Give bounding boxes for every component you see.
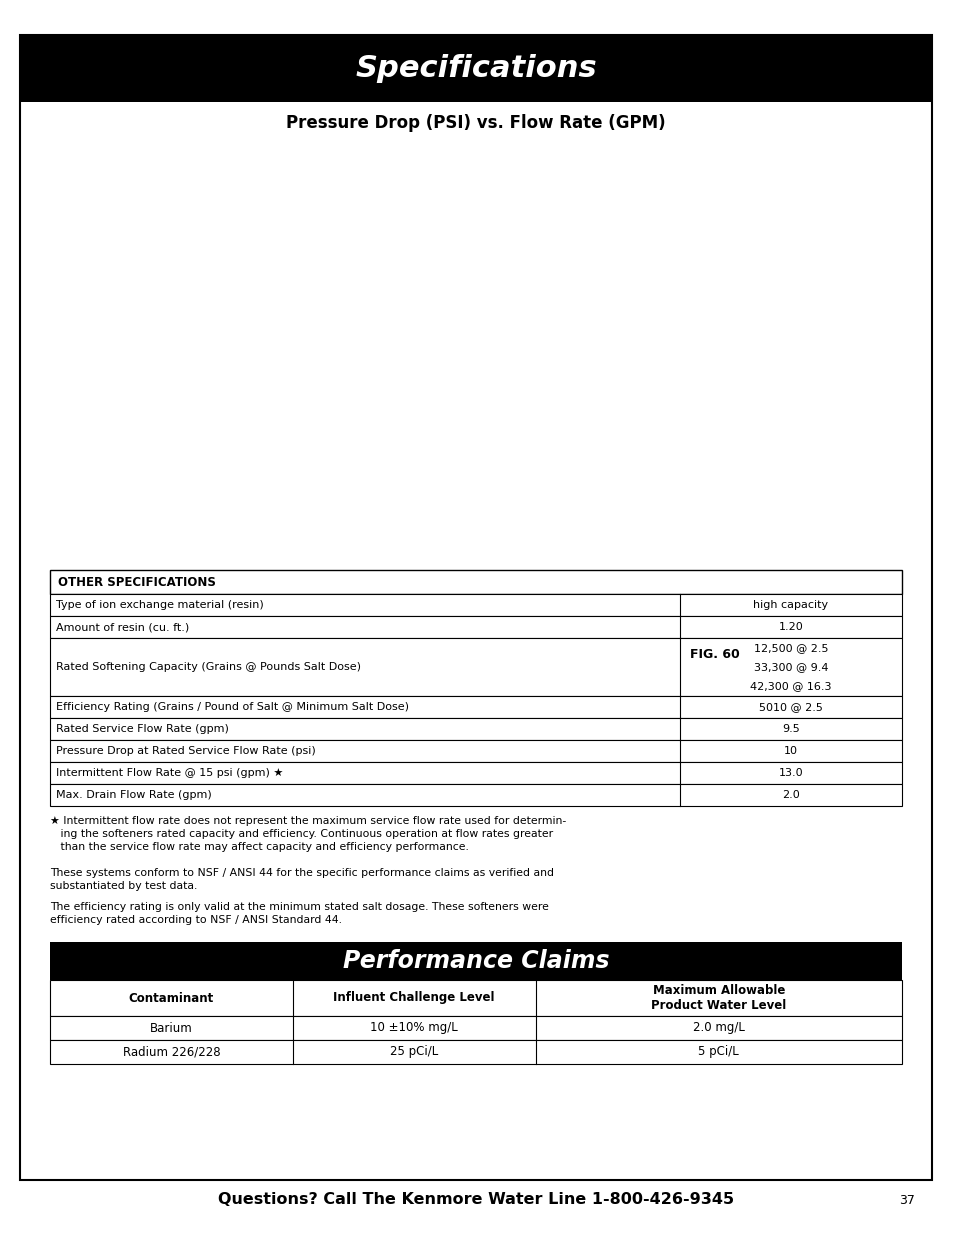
Text: Performance Claims: Performance Claims <box>342 948 609 973</box>
Text: Pressure Drop (PSI) vs. Flow Rate (GPM): Pressure Drop (PSI) vs. Flow Rate (GPM) <box>286 114 665 132</box>
Text: Amount of resin (cu. ft.): Amount of resin (cu. ft.) <box>56 622 189 632</box>
Bar <box>50 1040 901 1065</box>
Text: These systems conform to NSF / ANSI 44 for the specific performance claims as ve: These systems conform to NSF / ANSI 44 f… <box>50 868 554 892</box>
Text: Type of ion exchange material (resin): Type of ion exchange material (resin) <box>56 600 263 610</box>
Text: 10: 10 <box>783 746 797 756</box>
Text: 25 pCi/L: 25 pCi/L <box>390 1046 437 1058</box>
Bar <box>50 762 901 784</box>
Text: Contaminant: Contaminant <box>129 992 213 1004</box>
Bar <box>50 571 901 594</box>
Text: Questions? Call The Kenmore Water Line 1-800-426-9345: Questions? Call The Kenmore Water Line 1… <box>217 1193 733 1208</box>
Bar <box>50 638 901 697</box>
Text: Specifications: Specifications <box>355 54 597 83</box>
Text: Maximum Allowable
Product Water Level: Maximum Allowable Product Water Level <box>651 984 785 1011</box>
Bar <box>50 740 901 762</box>
Bar <box>50 942 901 981</box>
Text: 12,500 @ 2.5: 12,500 @ 2.5 <box>753 642 827 652</box>
X-axis label: Flow Rate (GPM): Flow Rate (GPM) <box>401 656 518 669</box>
Text: Intermittent Flow Rate @ 15 psi (gpm) ★: Intermittent Flow Rate @ 15 psi (gpm) ★ <box>56 768 283 778</box>
Text: The efficiency rating is only valid at the minimum stated salt dosage. These sof: The efficiency rating is only valid at t… <box>50 902 548 925</box>
Text: 420 Series
9.5gpm @ 10 psi: 420 Series 9.5gpm @ 10 psi <box>362 447 438 467</box>
Text: FIG. 60: FIG. 60 <box>689 648 739 662</box>
Text: 42,300 @ 16.3: 42,300 @ 16.3 <box>749 682 831 692</box>
Text: 5010 @ 2.5: 5010 @ 2.5 <box>759 701 822 713</box>
Y-axis label: Pressure Drop (PSI): Pressure Drop (PSI) <box>213 325 226 464</box>
Bar <box>20 35 931 103</box>
Text: Efficiency Rating (Grains / Pound of Salt @ Minimum Salt Dose): Efficiency Rating (Grains / Pound of Sal… <box>56 701 409 713</box>
Text: Radium 226/228: Radium 226/228 <box>123 1046 220 1058</box>
Bar <box>50 1016 901 1040</box>
Text: 10 ±10% mg/L: 10 ±10% mg/L <box>370 1021 457 1035</box>
Bar <box>50 981 901 1016</box>
Bar <box>50 616 901 638</box>
Text: 9.5: 9.5 <box>781 724 799 734</box>
Text: Max. Drain Flow Rate (gpm): Max. Drain Flow Rate (gpm) <box>56 790 212 800</box>
Text: 5 pCi/L: 5 pCi/L <box>698 1046 739 1058</box>
Text: OTHER SPECIFICATIONS: OTHER SPECIFICATIONS <box>58 576 215 589</box>
Text: Barium: Barium <box>150 1021 193 1035</box>
Text: 2.0 mg/L: 2.0 mg/L <box>692 1021 744 1035</box>
Text: 13.0: 13.0 <box>778 768 802 778</box>
Text: Rated Service Flow Rate (gpm): Rated Service Flow Rate (gpm) <box>56 724 229 734</box>
Text: Pressure Drop at Rated Service Flow Rate (psi): Pressure Drop at Rated Service Flow Rate… <box>56 746 315 756</box>
Text: ★ Intermittent flow rate does not represent the maximum service flow rate used f: ★ Intermittent flow rate does not repres… <box>50 816 566 852</box>
Text: 1.20: 1.20 <box>778 622 802 632</box>
Bar <box>50 784 901 806</box>
Text: Influent Challenge Level: Influent Challenge Level <box>334 992 495 1004</box>
Text: 2.0: 2.0 <box>781 790 799 800</box>
Bar <box>50 697 901 718</box>
Bar <box>50 718 901 740</box>
Text: 33,300 @ 9.4: 33,300 @ 9.4 <box>753 662 827 672</box>
Text: 37: 37 <box>898 1193 914 1207</box>
Text: high capacity: high capacity <box>753 600 828 610</box>
Bar <box>50 594 901 616</box>
Text: Rated Softening Capacity (Grains @ Pounds Salt Dose): Rated Softening Capacity (Grains @ Pound… <box>56 662 360 672</box>
